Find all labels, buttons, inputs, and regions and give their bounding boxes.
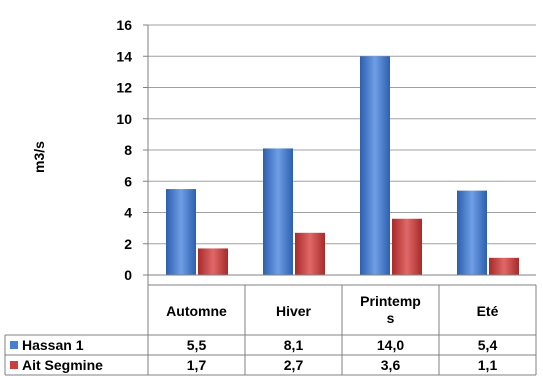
y-axis-label: m3/s — [31, 141, 47, 173]
series-name: Ait Segmine — [22, 357, 103, 373]
y-tick-label: 16 — [116, 17, 132, 33]
y-tick-label: 4 — [124, 205, 132, 221]
category-label: s — [387, 310, 395, 326]
category-label: Printemp — [360, 293, 421, 309]
bar-hassan-1 — [263, 148, 293, 275]
bar-ait-segmine — [295, 232, 325, 275]
y-tick-label: 12 — [116, 80, 132, 96]
table-cell-value: 5,4 — [478, 337, 498, 353]
y-tick-label: 6 — [124, 173, 132, 189]
y-tick-label: 10 — [116, 111, 132, 127]
legend-key-ait-segmine — [10, 361, 18, 369]
table-cell-value: 8,1 — [284, 337, 304, 353]
table-cell-value: 1,1 — [478, 357, 498, 373]
y-tick-label: 8 — [124, 142, 132, 158]
category-label: Eté — [477, 303, 499, 319]
y-tick-label: 2 — [124, 236, 132, 252]
bar-hassan-1 — [360, 56, 390, 275]
table-cell-value: 5,5 — [187, 337, 207, 353]
bar-ait-segmine — [198, 248, 228, 275]
bar-ait-segmine — [489, 257, 519, 275]
bars — [148, 56, 536, 276]
series-name: Hassan 1 — [22, 337, 84, 353]
legend-key-hassan-1 — [10, 341, 18, 349]
bar-hassan-1 — [166, 189, 196, 275]
bar-ait-segmine — [392, 218, 422, 275]
bar-hassan-1 — [457, 190, 487, 275]
table-cell-value: 3,6 — [381, 357, 401, 373]
category-label: Automne — [166, 303, 227, 319]
y-tick-label: 14 — [116, 48, 132, 64]
table-cell-value: 14,0 — [377, 337, 404, 353]
table-cell-value: 1,7 — [187, 357, 207, 373]
category-label: Hiver — [276, 303, 312, 319]
y-tick-label: 0 — [124, 267, 132, 283]
table-cell-value: 2,7 — [284, 357, 304, 373]
